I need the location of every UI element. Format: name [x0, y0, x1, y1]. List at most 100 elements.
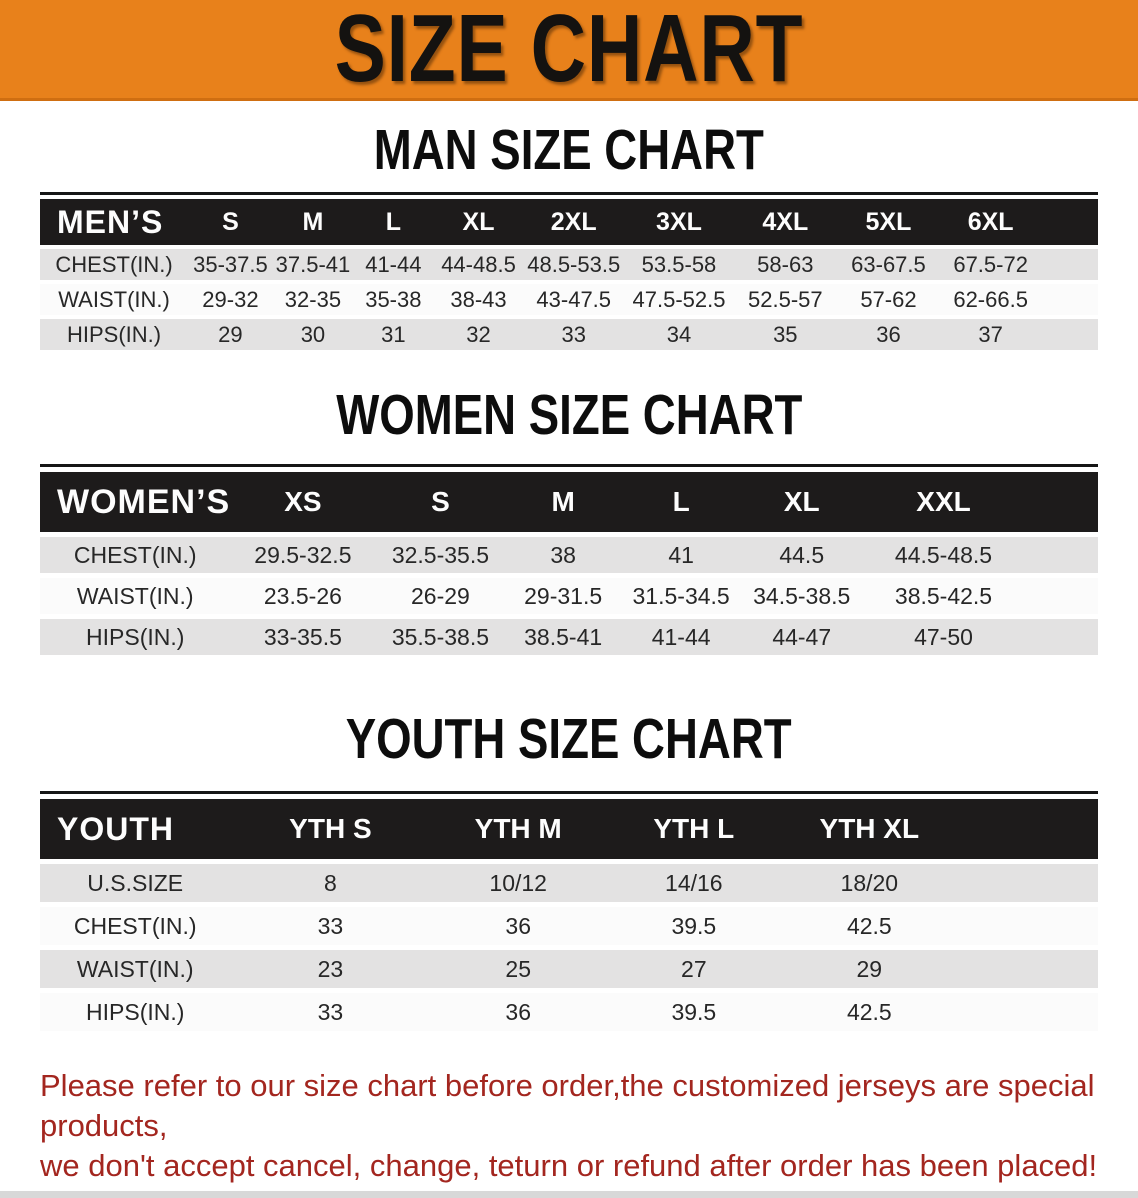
youth-chart-heading: YOUTH SIZE CHART	[0, 707, 1138, 771]
size-value: 33	[523, 319, 624, 350]
size-value: 25	[430, 950, 607, 988]
size-value: 39.5	[606, 907, 782, 945]
women-chart-title: WOMEN SIZE CHART	[335, 383, 803, 447]
size-value: 42.5	[781, 993, 1098, 1031]
size-value: 34	[623, 319, 734, 350]
size-column-header: S	[188, 199, 273, 245]
size-value: 57-62	[836, 284, 941, 315]
row-label: CHEST(IN.)	[40, 249, 189, 280]
size-value: 38	[505, 537, 621, 573]
size-value: 41	[620, 537, 742, 573]
women-corner-label: WOMEN’S	[40, 472, 231, 532]
size-value: 29	[781, 950, 1098, 988]
women-size-table: WOMEN’S XS S M L XL XXL CHEST(IN.) 29.5-32.5 32.5…	[40, 464, 1098, 660]
size-column-header: S	[375, 472, 506, 532]
size-value: 31.5-34.5	[620, 578, 742, 614]
size-column-header: XL	[741, 472, 863, 532]
size-value: 31	[353, 319, 434, 350]
size-column-header: 3XL	[623, 199, 734, 245]
women-size-section: WOMEN SIZE CHART WOMEN’S XS S M L XL XXL CHEST(I…	[0, 383, 1138, 660]
size-value: 32	[433, 319, 524, 350]
table-row: WAIST(IN.) 23.5-26 26-29 29-31.5 31.5-34.5 34…	[40, 578, 1098, 614]
table-row: CHEST(IN.) 35-37.5 37.5-41 41-44 44-48.5 48.5…	[40, 249, 1098, 280]
size-value: 53.5-58	[623, 249, 734, 280]
size-column-header: 5XL	[836, 199, 941, 245]
size-column-header: XXL	[862, 472, 1098, 532]
size-value: 52.5-57	[734, 284, 837, 315]
table-row: HIPS(IN.) 33 36 39.5 42.5	[40, 993, 1098, 1031]
youth-chart-title: YOUTH SIZE CHART	[346, 707, 792, 771]
size-column-header: YTH M	[430, 799, 607, 859]
size-value: 36	[430, 993, 607, 1031]
size-chart-banner: SIZE CHART	[0, 0, 1138, 101]
size-value: 41-44	[353, 249, 434, 280]
size-value: 32-35	[272, 284, 354, 315]
size-column-header: L	[353, 199, 434, 245]
size-value: 32.5-35.5	[375, 537, 506, 573]
size-value: 43-47.5	[523, 284, 624, 315]
size-column-header: YTH L	[606, 799, 782, 859]
size-value: 63-67.5	[836, 249, 941, 280]
size-value: 39.5	[606, 993, 782, 1031]
row-label: CHEST(IN.)	[40, 537, 231, 573]
women-chart-heading: WOMEN SIZE CHART	[0, 383, 1138, 447]
size-value: 33-35.5	[230, 619, 376, 655]
size-value: 44-47	[741, 619, 863, 655]
size-value: 44.5-48.5	[862, 537, 1098, 573]
size-value: 29.5-32.5	[230, 537, 376, 573]
size-column-header: YTH XL	[781, 799, 1098, 859]
row-label: WAIST(IN.)	[40, 578, 231, 614]
size-value: 36	[836, 319, 941, 350]
size-value: 48.5-53.5	[523, 249, 624, 280]
size-value: 35.5-38.5	[375, 619, 506, 655]
table-row: HIPS(IN.) 33-35.5 35.5-38.5 38.5-41 41-44 44-…	[40, 619, 1098, 655]
table-row: WAIST(IN.) 23 25 27 29	[40, 950, 1098, 988]
size-value: 34.5-38.5	[741, 578, 863, 614]
size-value: 62-66.5	[940, 284, 1098, 315]
table-row: WAIST(IN.) 29-32 32-35 35-38 38-43 43-47.5 47.…	[40, 284, 1098, 315]
size-value: 37.5-41	[272, 249, 354, 280]
row-label: WAIST(IN.)	[40, 950, 231, 988]
size-column-header: L	[620, 472, 742, 532]
size-value: 36	[430, 907, 607, 945]
youth-size-section: YOUTH SIZE CHART YOUTH YTH S YTH M YTH L YTH …	[0, 707, 1138, 1036]
size-value: 47.5-52.5	[623, 284, 734, 315]
row-label: HIPS(IN.)	[40, 619, 231, 655]
table-row: CHEST(IN.) 29.5-32.5 32.5-35.5 38 41 44.5 44.5…	[40, 537, 1098, 573]
youth-size-table: YOUTH YTH S YTH M YTH L YTH XL U.S.SIZE 8 10/12…	[40, 791, 1098, 1036]
youth-header-row: YOUTH YTH S YTH M YTH L YTH XL	[40, 799, 1098, 859]
notice-line-1: Please refer to our size chart before or…	[40, 1068, 1095, 1143]
size-column-header: M	[505, 472, 621, 532]
size-value: 33	[230, 993, 431, 1031]
youth-corner-label: YOUTH	[40, 799, 231, 859]
size-value: 29	[188, 319, 273, 350]
size-value: 37	[940, 319, 1098, 350]
size-value: 47-50	[862, 619, 1098, 655]
size-value: 8	[230, 864, 431, 902]
row-label: HIPS(IN.)	[40, 993, 231, 1031]
men-chart-heading: MAN SIZE CHART	[0, 122, 1138, 179]
size-value: 38.5-42.5	[862, 578, 1098, 614]
row-label: U.S.SIZE	[40, 864, 231, 902]
row-label: WAIST(IN.)	[40, 284, 189, 315]
size-column-header: 6XL	[940, 199, 1098, 245]
size-value: 38-43	[433, 284, 524, 315]
table-row: HIPS(IN.) 29 30 31 32 33 34 35 36 37	[40, 319, 1098, 350]
bottom-strip	[0, 1191, 1138, 1198]
size-value: 23	[230, 950, 431, 988]
size-value: 44-48.5	[433, 249, 524, 280]
size-value: 18/20	[781, 864, 1098, 902]
row-label: HIPS(IN.)	[40, 319, 189, 350]
size-charts: MAN SIZE CHART MEN’S S M L XL 2XL 3XL 4XL 5XL 6XL C…	[0, 122, 1138, 1036]
size-value: 14/16	[606, 864, 782, 902]
size-value: 29-31.5	[505, 578, 621, 614]
size-value: 27	[606, 950, 782, 988]
size-column-header: XS	[230, 472, 376, 532]
size-value: 23.5-26	[230, 578, 376, 614]
size-chart-title: SIZE CHART	[334, 0, 804, 102]
size-value: 38.5-41	[505, 619, 621, 655]
women-header-row: WOMEN’S XS S M L XL XXL	[40, 472, 1098, 532]
size-column-header: 2XL	[523, 199, 624, 245]
size-column-header: YTH S	[230, 799, 431, 859]
men-corner-label: MEN’S	[40, 199, 189, 245]
